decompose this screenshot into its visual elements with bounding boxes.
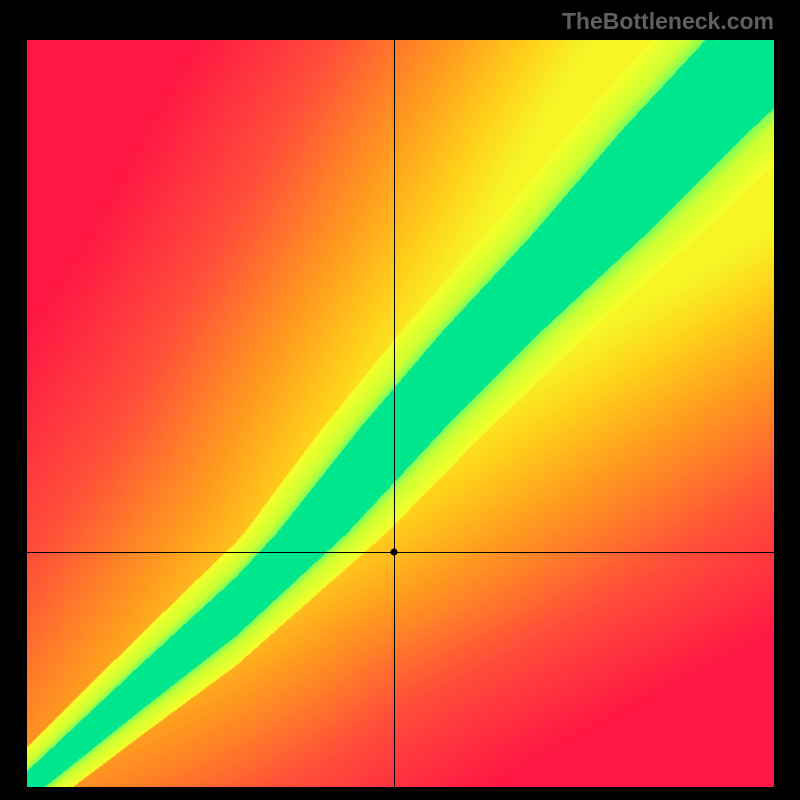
watermark: TheBottleneck.com — [562, 8, 774, 35]
bottleneck-heatmap — [27, 40, 774, 787]
crosshair-horizontal — [27, 552, 774, 553]
marker-dot — [390, 548, 397, 555]
heatmap-canvas — [27, 40, 774, 787]
crosshair-vertical — [394, 40, 395, 787]
